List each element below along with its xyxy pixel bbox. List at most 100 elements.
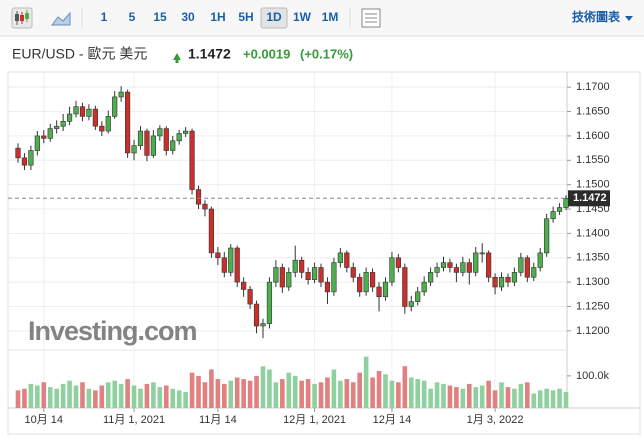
chart-menu[interactable]: 技術圖表 <box>572 9 621 24</box>
candle-body <box>228 247 234 273</box>
up-arrow <box>173 53 181 63</box>
y-tick-label: 1.1700 <box>576 81 610 93</box>
candle <box>344 250 350 273</box>
candle <box>421 276 427 296</box>
interval-button[interactable]: 30 <box>181 10 195 24</box>
x-tick-label: 1月 3, 2022 <box>467 414 524 426</box>
candle <box>363 267 369 296</box>
last-price-box <box>568 190 610 207</box>
candle-body <box>208 208 215 254</box>
candle-body <box>253 303 260 327</box>
candle-body <box>537 252 543 268</box>
candle-body <box>473 252 479 273</box>
candle <box>202 200 208 217</box>
candle <box>440 256 447 272</box>
interval-button[interactable]: 5H <box>238 10 253 24</box>
interval-button[interactable]: 1 <box>101 10 108 24</box>
candle <box>453 263 460 283</box>
dropdown-arrow <box>625 16 633 21</box>
candle-body <box>34 135 40 151</box>
x-tick-label: 11月 1, 2021 <box>103 414 165 426</box>
candle <box>221 251 227 278</box>
candle <box>266 277 273 329</box>
candle-body <box>112 96 118 117</box>
y-tick-label: 1.1250 <box>576 300 610 312</box>
volume-bar <box>170 388 176 408</box>
candle <box>215 247 221 266</box>
candle <box>505 273 511 288</box>
candle <box>86 104 92 121</box>
selected-interval <box>260 7 288 29</box>
volume-bar <box>22 388 27 408</box>
chart-title: EUR/USD - 歐元 美元 <box>12 46 147 62</box>
candle-body <box>60 120 66 127</box>
volume-bar <box>486 380 491 408</box>
volume-bar <box>260 366 266 408</box>
candle <box>369 268 376 292</box>
candle <box>434 262 440 278</box>
candle <box>492 273 498 295</box>
interval-button[interactable]: 1M <box>322 10 339 24</box>
candle <box>47 123 53 142</box>
candle <box>518 252 524 277</box>
candle-body <box>524 257 530 278</box>
candle-body <box>215 252 221 259</box>
volume-bar <box>305 379 311 408</box>
volume-bar <box>454 387 459 408</box>
candle-body <box>440 262 447 268</box>
candle-body <box>202 203 208 210</box>
volume-bar <box>47 387 53 408</box>
volume-bar <box>492 390 498 408</box>
volume-bar <box>157 387 163 408</box>
volume-bar <box>325 377 330 408</box>
candle-body <box>299 259 305 273</box>
candle-body <box>137 130 144 146</box>
candle-body <box>41 135 47 139</box>
candle <box>208 206 215 258</box>
interval-button[interactable]: 5 <box>129 10 136 24</box>
candle-body <box>318 267 324 283</box>
candle-body <box>131 145 137 154</box>
candle <box>137 126 144 150</box>
candle <box>54 120 60 134</box>
volume-bar <box>60 383 66 408</box>
candle-icon[interactable] <box>11 7 33 29</box>
candle <box>131 139 137 161</box>
candle <box>189 128 195 195</box>
y-tick-label: 1.1300 <box>576 276 610 288</box>
x-tick-label: 12月 14 <box>373 414 412 426</box>
candle-body <box>357 276 363 293</box>
x-tick-label: 11月 14 <box>199 414 237 426</box>
volume-bar <box>557 388 562 408</box>
volume-bar <box>512 388 517 408</box>
grid-icon[interactable] <box>361 8 381 28</box>
volume-bar <box>163 385 169 408</box>
volume-bar <box>131 385 137 408</box>
candle <box>163 126 169 156</box>
candle <box>531 262 537 282</box>
candle <box>292 245 298 278</box>
interval-button[interactable]: 15 <box>153 10 167 24</box>
candle-body <box>66 113 73 122</box>
volume-bar <box>247 380 253 408</box>
candle-body <box>428 272 434 283</box>
volume-bar <box>292 375 298 408</box>
candle <box>228 244 234 277</box>
volume-bar <box>189 372 195 408</box>
volume-bar <box>280 379 285 408</box>
candle <box>537 248 543 272</box>
interval-button[interactable]: 1D <box>266 10 282 24</box>
volume-bar <box>54 388 59 408</box>
area-icon[interactable] <box>51 11 71 26</box>
interval-button[interactable]: 1W <box>293 10 312 24</box>
volume-bar <box>537 390 543 408</box>
candle-body <box>415 291 421 302</box>
watermark: Investing.com <box>28 316 197 346</box>
interval-button[interactable]: 1H <box>210 10 225 24</box>
volume-bar <box>15 390 21 408</box>
volume-bar <box>286 372 292 408</box>
volume-bar <box>67 380 72 408</box>
candle-body <box>337 252 343 263</box>
candle-body <box>531 267 537 278</box>
